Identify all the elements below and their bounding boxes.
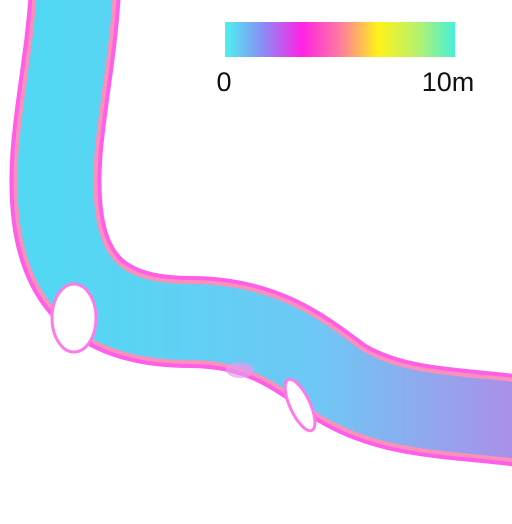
colorbar-max-label: 10m bbox=[422, 67, 475, 97]
colorbar-min-label: 0 bbox=[216, 67, 231, 97]
map: 0 10m bbox=[0, 0, 512, 524]
river bbox=[52, 0, 512, 435]
colorbar bbox=[225, 22, 455, 57]
island bbox=[226, 362, 254, 378]
page: 0 10m bbox=[0, 0, 512, 524]
island bbox=[52, 284, 96, 352]
